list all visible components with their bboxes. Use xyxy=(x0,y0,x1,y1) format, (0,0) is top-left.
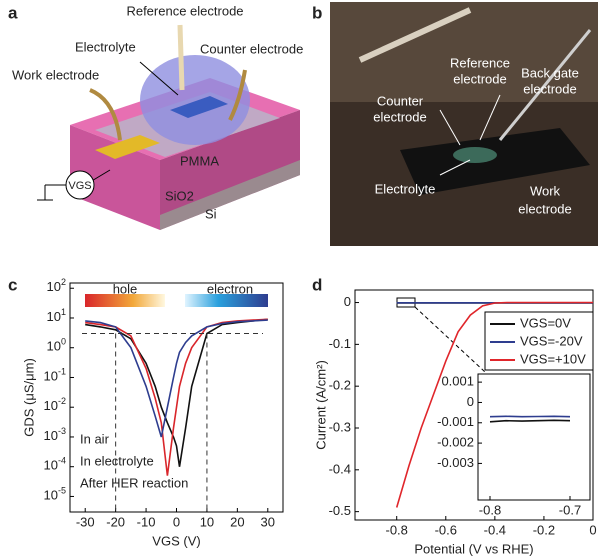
label: Electrolyte xyxy=(375,181,436,196)
annotation: electron xyxy=(207,281,253,296)
droplet xyxy=(453,147,497,163)
label: SiO2 xyxy=(165,188,194,203)
wire xyxy=(498,29,592,141)
arrow xyxy=(479,94,501,141)
y-tick-label: -0.002 xyxy=(437,435,474,450)
label: Reference xyxy=(450,55,510,70)
y-tick-label: 0 xyxy=(467,394,474,409)
x-tick-label: -20 xyxy=(106,514,125,529)
panel-label: c xyxy=(8,275,17,294)
y-axis-label: Current (A/cm²) xyxy=(313,360,328,450)
work-wire xyxy=(89,88,122,141)
ref-wire xyxy=(177,24,185,91)
legend-label: VGS=0V xyxy=(520,315,571,330)
y-tick-label: 101 xyxy=(47,307,66,324)
x-tick-label: -0.4 xyxy=(484,522,506,537)
label: Counter xyxy=(377,93,424,108)
y-tick-label: 10-4 xyxy=(44,456,66,473)
legend-label: VGS=-20V xyxy=(520,333,583,348)
legend-label: After HER reaction xyxy=(80,475,188,490)
legend-label: In electrolyte xyxy=(80,453,154,468)
substrate-front xyxy=(160,110,300,230)
electron-bar xyxy=(185,294,268,307)
y-tick-label: -0.2 xyxy=(329,378,351,393)
x-tick-label: -0.6 xyxy=(435,522,457,537)
x-tick-label: -0.2 xyxy=(533,522,555,537)
y-tick-label: 100 xyxy=(47,337,66,354)
arrow xyxy=(439,159,471,176)
legend-label: In air xyxy=(80,431,110,446)
y-tick-label: -0.4 xyxy=(329,461,351,476)
plot-frame xyxy=(477,373,591,501)
y-tick-label: -0.3 xyxy=(329,419,351,434)
label: electrode xyxy=(523,81,576,96)
counter-wire xyxy=(228,69,247,121)
x-axis-label: VGS (V) xyxy=(152,533,200,548)
y-tick-label: 10-3 xyxy=(44,426,66,443)
x-axis-label: Potential (V vs RHE) xyxy=(414,541,533,556)
zoom-arrow xyxy=(414,306,486,373)
label: Counter electrode xyxy=(200,41,303,56)
electrolyte-drop xyxy=(140,55,250,145)
panel-label: d xyxy=(312,275,322,294)
label: electrode xyxy=(373,109,426,124)
chip xyxy=(400,128,590,195)
series-line xyxy=(85,318,268,467)
arrow xyxy=(139,61,179,96)
hole-bar xyxy=(85,294,165,307)
y-tick-label: 10-1 xyxy=(44,367,66,384)
work-pad xyxy=(95,135,160,159)
x-tick-label: -0.7 xyxy=(559,502,581,517)
panel-a: a Reference electrode Electrolyte Counte… xyxy=(8,3,303,230)
annotation: hole xyxy=(113,281,138,296)
label: Reference electrode xyxy=(126,3,243,18)
x-tick-label: -10 xyxy=(137,514,156,529)
y-tick-label: 102 xyxy=(47,278,66,295)
series-line xyxy=(395,301,593,508)
label: PMMA xyxy=(180,153,219,168)
series-line xyxy=(85,318,268,476)
legend-label: VGS=+10V xyxy=(520,351,586,366)
label: VGS xyxy=(68,180,91,192)
plot-frame xyxy=(354,289,594,521)
y-tick-label: -0.1 xyxy=(329,336,351,351)
x-tick-label: 10 xyxy=(200,514,214,529)
y-tick-label: 0 xyxy=(344,294,351,309)
y-tick-label: 10-5 xyxy=(44,486,66,503)
channel xyxy=(170,96,228,118)
label: electrode xyxy=(453,71,506,86)
y-tick-label: -0.001 xyxy=(437,414,474,429)
label: Work electrode xyxy=(12,67,99,82)
si-layer xyxy=(160,160,300,230)
label: electrode xyxy=(518,201,571,216)
y-tick-label: 10-2 xyxy=(44,397,66,414)
label: Si xyxy=(205,206,217,221)
panel-b: b Reference electrode Back gate electrod… xyxy=(312,2,598,246)
series-line xyxy=(85,319,268,438)
label: Electrolyte xyxy=(75,39,136,54)
x-tick-label: 20 xyxy=(230,514,244,529)
x-tick-label: -0.8 xyxy=(479,502,501,517)
y-tick-label: -0.5 xyxy=(329,503,351,518)
label: Work xyxy=(530,183,561,198)
y-tick-label: -0.003 xyxy=(437,455,474,470)
x-tick-label: -0.8 xyxy=(386,522,408,537)
arrow xyxy=(439,109,461,146)
x-tick-label: 30 xyxy=(261,514,275,529)
panel-label: a xyxy=(8,3,18,22)
substrate-side xyxy=(70,125,160,230)
wire xyxy=(358,7,472,63)
x-tick-label: 0 xyxy=(589,522,596,537)
y-axis-label: GDS (μS/μm) xyxy=(21,358,36,437)
x-tick-label: -30 xyxy=(76,514,95,529)
label: Back gate xyxy=(521,65,579,80)
series-line xyxy=(489,419,571,423)
y-tick-label: 0.001 xyxy=(441,374,474,389)
x-tick-label: 0 xyxy=(173,514,180,529)
panel-label: b xyxy=(312,3,322,22)
